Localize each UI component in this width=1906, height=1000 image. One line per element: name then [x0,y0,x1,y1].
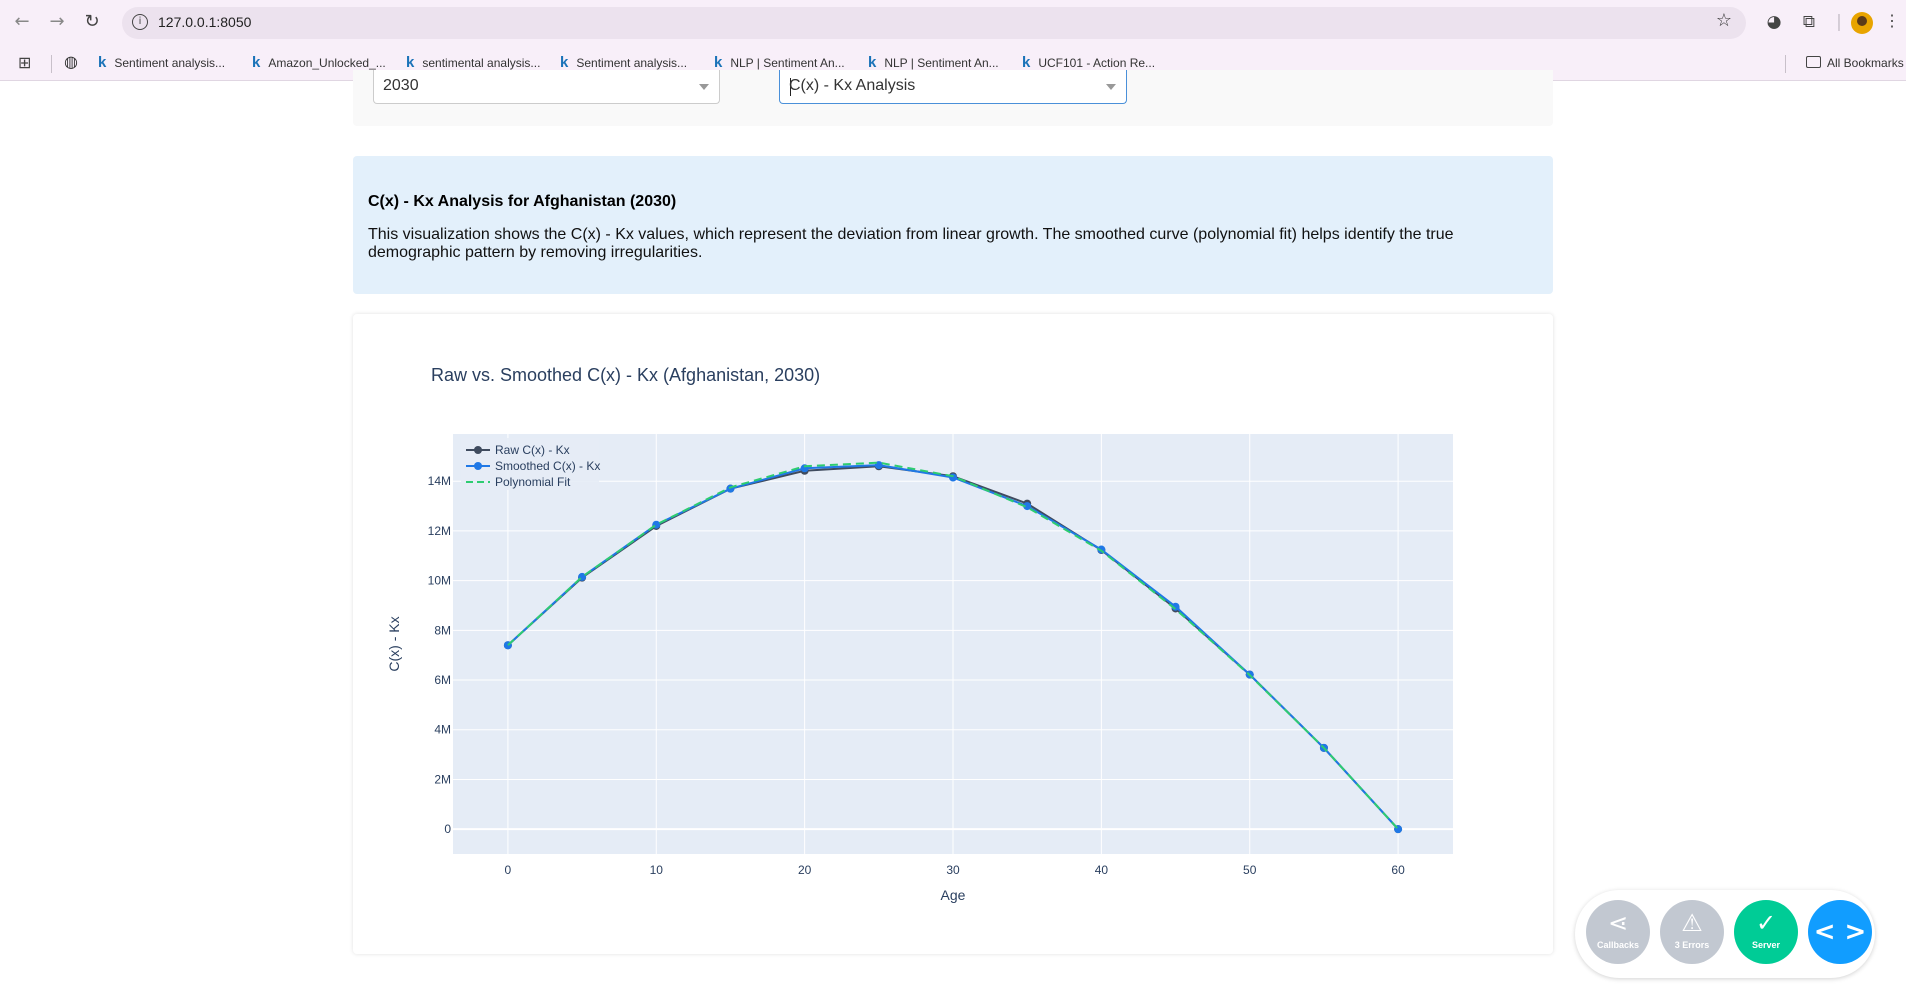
address-bar[interactable]: i 127.0.0.1:8050 ☆ [122,7,1746,39]
y-tick-label: 14M [428,474,451,488]
bookmark-item[interactable]: k NLP | Sentiment An... [868,54,999,71]
bookmark-item[interactable]: k Amazon_Unlocked_... [252,54,386,71]
legend-label: Raw C(x) - Kx [495,443,570,457]
year-dropdown[interactable]: 2030 [373,70,720,104]
bookmark-star-icon[interactable]: ☆ [1715,10,1732,31]
server-button[interactable]: ✓ Server [1734,900,1798,964]
x-tick-label: 0 [505,863,512,877]
x-tick-label: 40 [1095,863,1109,877]
y-tick-label: 10M [428,574,451,588]
reload-icon[interactable]: ↻ [84,11,100,32]
year-dropdown-value: 2030 [383,77,419,94]
data-point [1023,502,1032,511]
callbacks-button[interactable]: ⋖ Callbacks [1586,900,1650,964]
back-icon[interactable]: ← [14,11,30,32]
menu-icon[interactable]: ⋮ [1884,13,1900,30]
bookmark-item[interactable]: k sentimental analysis... [406,54,541,71]
bookmarks-divider [1785,55,1786,73]
bookmark-item[interactable]: k Sentiment analysis... [560,54,688,71]
server-label: Server [1751,940,1781,950]
kaggle-icon: k [560,54,569,71]
y-tick-label: 8M [434,623,451,637]
alarm-icon: ⚠ [1681,909,1703,937]
series-line-2 [507,461,1399,830]
toggle-code-button[interactable]: < > [1808,900,1872,964]
url-text: 127.0.0.1:8050 [158,14,252,30]
kaggle-icon: k [868,54,877,71]
controls-panel: 2030 C(x) - Kx Analysis [353,70,1553,126]
y-tick-label: 12M [428,524,451,538]
chart-svg[interactable]: Raw vs. Smoothed C(x) - Kx (Afghanistan,… [353,314,1553,954]
legend-marker [474,462,482,470]
check-icon: ✓ [1755,909,1777,937]
bookmark-item[interactable]: k NLP | Sentiment An... [714,54,845,71]
y-axis-title: C(x) - Kx [386,616,402,671]
dash-debug-menu: ⋖ Callbacks ⚠ 3 Errors ✓ Server < > [1575,890,1875,978]
folder-icon [1806,56,1821,68]
chart-title: Raw vs. Smoothed C(x) - Kx (Afghanistan,… [431,365,820,385]
extensions-icon[interactable]: ⧉ [1802,12,1816,32]
y-tick-label: 2M [434,772,451,786]
bookmarks-divider [51,55,52,73]
kaggle-icon: k [1022,54,1031,71]
browser-toolbar: ← → ↻ i 127.0.0.1:8050 ☆ ◕ ⧉ | ⋮ [0,0,1906,46]
apps-grid-icon[interactable]: ⊞ [18,53,32,72]
callbacks-label: Callbacks [1596,940,1640,950]
kaggle-icon: k [406,54,415,71]
chevron-down-icon[interactable] [1106,84,1116,90]
kaggle-icon: k [252,54,261,71]
site-info-icon[interactable]: i [132,14,148,30]
chart-card: Raw vs. Smoothed C(x) - Kx (Afghanistan,… [353,314,1553,954]
text-cursor [790,78,791,96]
x-tick-label: 50 [1243,863,1257,877]
legend-label: Smoothed C(x) - Kx [495,459,600,473]
globe-icon[interactable]: ◍ [64,52,78,71]
y-tick-label: 0 [444,822,451,836]
bookmark-item[interactable]: k Sentiment analysis... [98,54,226,71]
x-tick-label: 10 [650,863,664,877]
chevron-down-icon[interactable] [699,84,709,90]
analysis-dropdown[interactable]: C(x) - Kx Analysis [779,70,1127,104]
legend-label: Polynomial Fit [495,475,571,489]
x-tick-label: 30 [946,863,960,877]
info-panel: C(x) - Kx Analysis for Afghanistan (2030… [353,156,1553,294]
cookie-icon[interactable]: ◕ [1766,12,1782,32]
all-bookmarks-button[interactable]: All Bookmarks [1806,46,1904,80]
kaggle-icon: k [714,54,723,71]
x-tick-label: 20 [798,863,812,877]
kaggle-icon: k [98,54,107,71]
bookmark-item[interactable]: k UCF101 - Action Re... [1022,54,1156,71]
errors-button[interactable]: ⚠ 3 Errors [1660,900,1724,964]
info-description: This visualization shows the C(x) - Kx v… [368,226,1454,261]
profile-avatar[interactable] [1851,12,1873,34]
share-icon: ⋖ [1607,909,1629,937]
legend-marker [474,446,482,454]
x-axis-title: Age [941,887,966,903]
profile-separator: | [1836,12,1842,32]
y-tick-label: 4M [434,723,451,737]
errors-label: 3 Errors [1674,940,1710,950]
analysis-dropdown-value: C(x) - Kx Analysis [789,77,916,94]
x-tick-label: 60 [1391,863,1405,877]
code-icon: < > [1813,917,1867,947]
info-title: C(x) - Kx Analysis for Afghanistan (2030… [368,193,677,210]
y-tick-label: 6M [434,673,451,687]
forward-icon[interactable]: → [49,11,65,32]
